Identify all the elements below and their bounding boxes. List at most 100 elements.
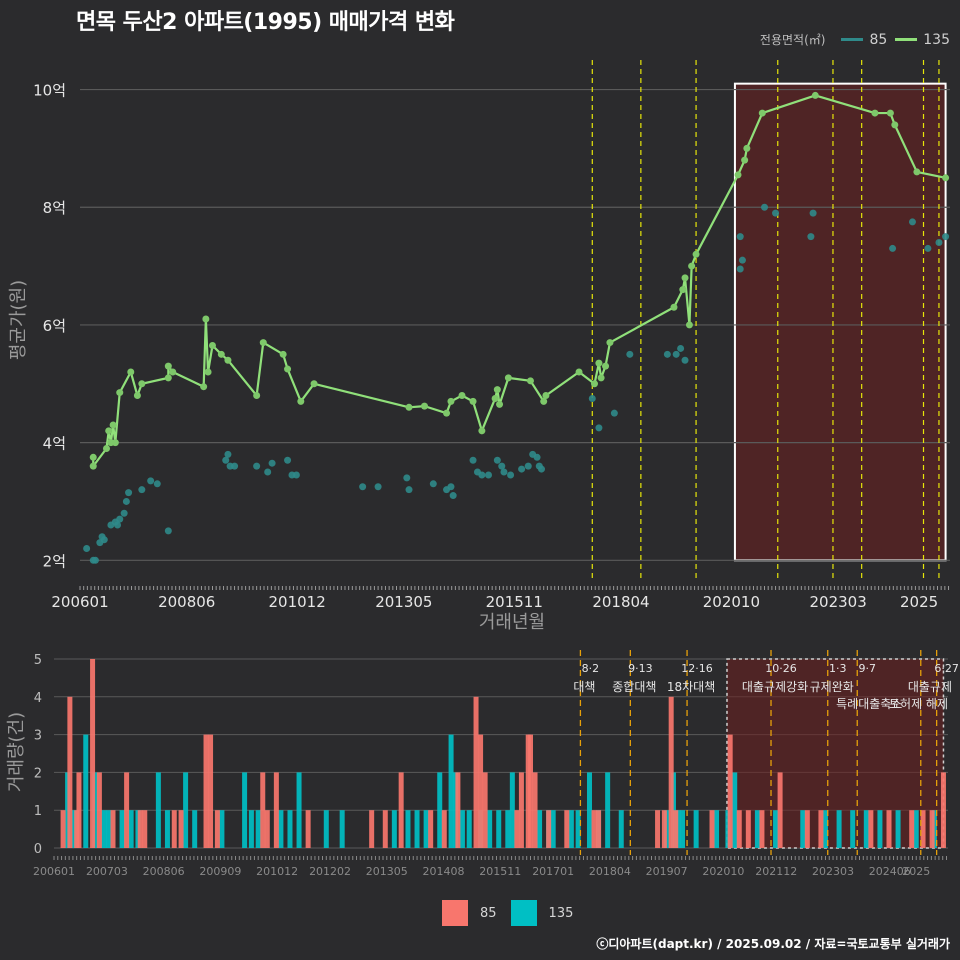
bar-135 [586, 772, 592, 848]
bar-85 [818, 810, 824, 848]
policy-date: 9·7 [858, 662, 876, 675]
point-85 [405, 486, 413, 494]
bar-135 [323, 810, 329, 848]
bar-85 [596, 810, 602, 848]
bar-135 [128, 810, 134, 848]
x-tick-label: 200806 [158, 593, 215, 611]
bar-135 [773, 810, 779, 848]
policy-label: 대책 [573, 679, 595, 694]
bar-85 [777, 772, 783, 848]
x-tick-label: 202010 [703, 593, 760, 611]
bar-135 [391, 810, 397, 848]
point-85 [500, 468, 508, 476]
bar-85 [203, 734, 209, 848]
bar-135 [105, 810, 111, 848]
bar-85 [886, 810, 892, 848]
point-85 [222, 456, 230, 464]
bar-85 [564, 810, 570, 848]
point-85 [153, 480, 161, 488]
point-85 [807, 233, 815, 241]
point-135 [526, 377, 534, 385]
point-135 [685, 321, 693, 329]
point-135 [208, 342, 216, 350]
bar-135 [405, 810, 411, 848]
vol-x-tick-label: 200909 [199, 865, 241, 878]
legend-line-135-icon [895, 38, 918, 41]
point-135 [886, 109, 894, 117]
point-85 [761, 203, 769, 211]
point-85 [284, 456, 292, 464]
bar-85 [142, 810, 148, 848]
vol-x-tick-label: 201701 [532, 865, 574, 878]
point-135 [200, 383, 208, 391]
x-tick-label: 201511 [486, 593, 543, 611]
point-135 [590, 380, 598, 388]
bar-135 [242, 772, 248, 848]
point-85 [268, 459, 276, 467]
bar-85 [655, 810, 661, 848]
policy-label: 종합대책 [612, 679, 656, 694]
bar-135 [836, 810, 842, 848]
vol-x-tick-label: 202406 [869, 865, 911, 878]
policy-label: 토허제 해제 [889, 697, 948, 711]
point-85 [91, 556, 99, 564]
bar-85 [124, 772, 130, 848]
bar-135 [248, 810, 254, 848]
point-85 [469, 456, 477, 464]
highlight-region [733, 82, 947, 562]
bar-85 [532, 772, 538, 848]
point-85 [672, 350, 680, 358]
y-tick-label: 8억 [43, 199, 66, 217]
point-85 [403, 474, 411, 482]
bar-85 [76, 772, 82, 848]
bar-85 [305, 810, 311, 848]
point-85 [120, 509, 128, 517]
bar-135 [509, 772, 515, 848]
point-135 [253, 392, 261, 400]
bar-135 [693, 810, 699, 848]
point-85 [610, 409, 618, 417]
bar-85 [745, 810, 751, 848]
bar-135 [487, 810, 493, 848]
point-135 [133, 392, 141, 400]
bar-85 [482, 772, 488, 848]
point-135 [169, 368, 177, 376]
x-tick-label: 201804 [592, 593, 649, 611]
bar-legend-item-135: 135 [510, 900, 573, 926]
point-135 [259, 339, 267, 347]
legend-item-85: 85 [841, 32, 887, 48]
bar-85 [260, 772, 266, 848]
bar-135 [183, 772, 189, 848]
vol-y-tick-label: 4 [34, 691, 42, 706]
point-135 [811, 91, 819, 99]
policy-date: 6·27 [934, 662, 959, 675]
bar-85 [940, 772, 946, 848]
point-135 [542, 392, 550, 400]
point-135 [89, 453, 97, 461]
point-135 [743, 144, 751, 152]
bar-85 [661, 810, 667, 848]
point-85 [942, 233, 950, 241]
point-85 [253, 462, 261, 470]
point-135 [105, 427, 113, 435]
point-85 [449, 492, 457, 500]
bar-135 [459, 810, 465, 848]
bar-85 [60, 810, 66, 848]
x-tick-label: 200601 [51, 593, 108, 611]
bottom-legend: 85 135 [442, 900, 587, 926]
point-135 [127, 368, 135, 376]
legend-label-135: 135 [923, 31, 950, 48]
bar-135 [423, 810, 429, 848]
bar-85 [668, 696, 674, 848]
bar-135 [255, 810, 261, 848]
point-135 [597, 374, 605, 382]
point-135 [602, 362, 610, 370]
point-135 [540, 397, 548, 405]
vol-y-tick-label: 1 [34, 804, 42, 819]
vol-y-tick-label: 2 [34, 766, 42, 781]
point-85 [518, 465, 526, 473]
bar-85 [455, 772, 461, 848]
point-85 [908, 218, 916, 226]
bar-85 [518, 772, 524, 848]
vol-x-tick-label: 201012 [256, 865, 298, 878]
